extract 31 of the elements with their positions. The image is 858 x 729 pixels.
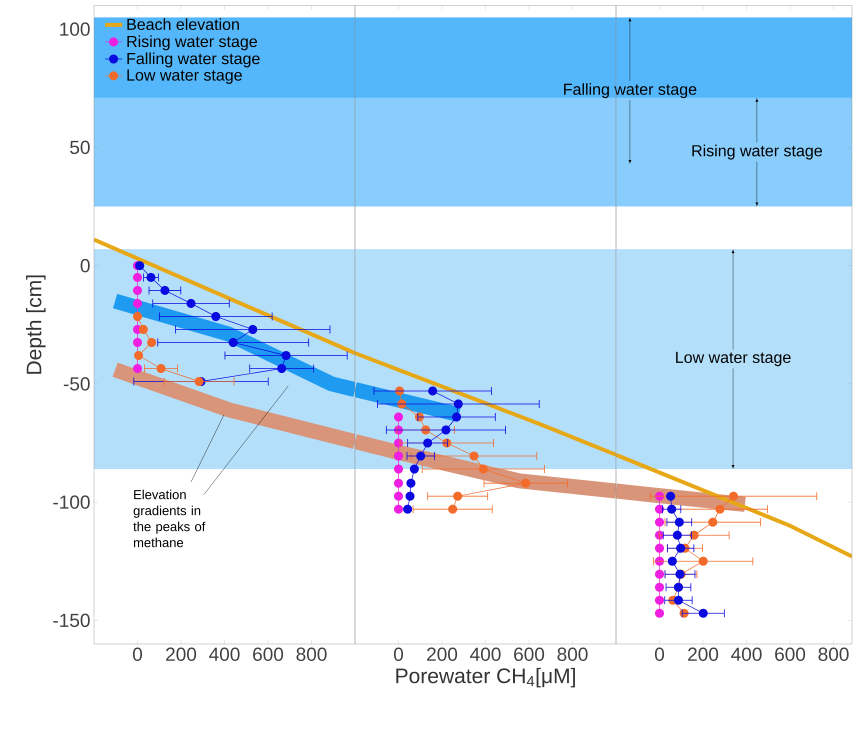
x-tick-label: 600 — [775, 648, 806, 661]
x-tick-label: 0 — [394, 648, 404, 661]
y-tick-label: -150 — [53, 614, 90, 628]
x-tick-label: 600 — [514, 648, 544, 661]
x-tick-label: 0 — [654, 648, 664, 661]
x-tick-label: 600 — [253, 648, 284, 661]
x-tick-label: 200 — [688, 648, 718, 661]
band-label: Rising water stage — [692, 144, 822, 160]
legend-label: Beach elevation — [127, 18, 239, 30]
legend-label: Low water stage — [127, 70, 242, 84]
x-tick-label: 400 — [209, 648, 240, 661]
y-tick-label: 0 — [80, 258, 90, 272]
x-tick-label: 800 — [557, 648, 588, 661]
x-tick-label: 200 — [166, 648, 196, 661]
y-tick-label: -50 — [64, 377, 90, 391]
legend-label: Rising water stage — [127, 35, 257, 50]
annotation: Elevation gradients in the peaks of methane — [133, 490, 206, 548]
x-axis-title: Porewater CH$_{4}$[μM] — [396, 668, 575, 688]
x-tick-label: 0 — [132, 648, 142, 661]
band-label: Low water stage — [676, 352, 791, 366]
x-tick-label: 200 — [427, 648, 458, 661]
y-axis-title: Depth [cm] — [26, 275, 46, 374]
y-tick-label: 100 — [60, 22, 90, 36]
x-tick-label: 400 — [470, 648, 501, 661]
legend-label: Falling water stage — [127, 52, 260, 68]
x-tick-label: 400 — [731, 648, 762, 661]
band-label: Falling water stage — [564, 83, 696, 98]
y-tick-label: 50 — [70, 140, 90, 154]
x-tick-label: 800 — [818, 648, 849, 661]
x-tick-label: 800 — [296, 648, 327, 661]
y-tick-label: -100 — [53, 495, 90, 509]
